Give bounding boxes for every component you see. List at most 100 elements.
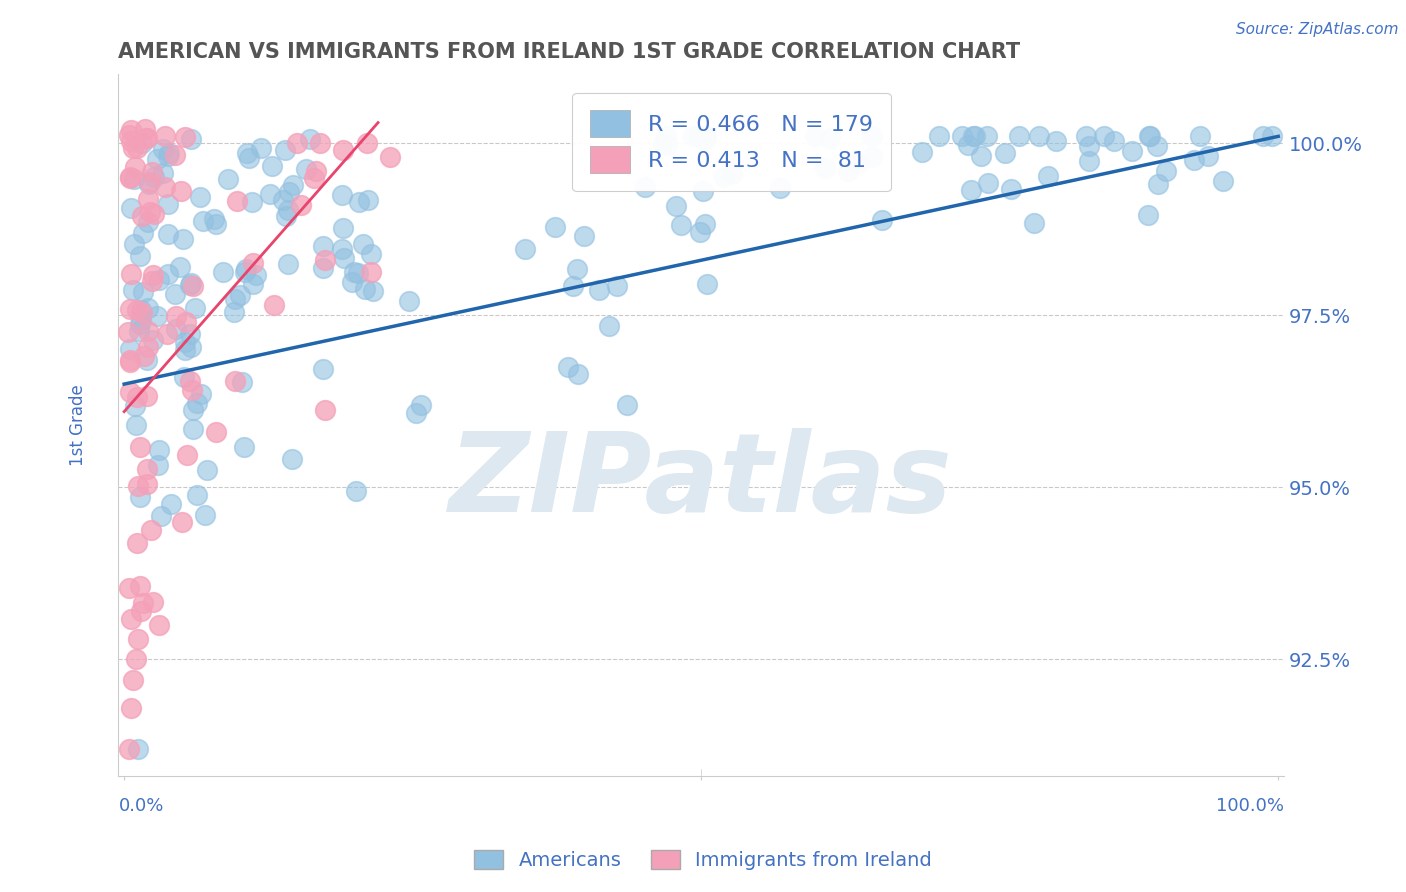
Point — [274, 143, 297, 157]
Point — [1000, 182, 1022, 196]
Point — [138, 204, 160, 219]
Point — [170, 184, 193, 198]
Point — [846, 156, 869, 170]
Point — [1251, 129, 1274, 144]
Point — [149, 508, 172, 523]
Point — [180, 340, 202, 354]
Point — [356, 136, 378, 151]
Point — [120, 134, 142, 148]
Point — [141, 274, 163, 288]
Point — [309, 136, 332, 151]
Point — [356, 193, 378, 207]
Point — [226, 194, 249, 208]
Point — [769, 180, 792, 194]
Point — [124, 161, 146, 175]
Point — [176, 448, 198, 462]
Point — [181, 402, 204, 417]
Point — [330, 188, 353, 202]
Point — [128, 579, 150, 593]
Point — [567, 367, 589, 381]
Point — [120, 384, 142, 399]
Point — [131, 604, 153, 618]
Point — [1078, 139, 1101, 153]
Point — [118, 128, 141, 143]
Point — [174, 315, 197, 329]
Point — [124, 399, 146, 413]
Point — [513, 242, 536, 256]
Point — [148, 443, 170, 458]
Point — [156, 267, 179, 281]
Point — [212, 265, 235, 279]
Text: ZIPatlas: ZIPatlas — [450, 428, 953, 535]
Point — [159, 497, 181, 511]
Point — [194, 508, 217, 522]
Point — [1146, 139, 1168, 153]
Point — [165, 322, 187, 336]
Point — [242, 277, 264, 291]
Point — [562, 279, 585, 293]
Point — [156, 196, 179, 211]
Point — [236, 145, 259, 160]
Point — [696, 277, 718, 292]
Point — [1102, 134, 1125, 148]
Point — [120, 122, 142, 136]
Point — [120, 202, 142, 216]
Point — [127, 536, 149, 550]
Point — [157, 149, 180, 163]
Point — [118, 352, 141, 367]
Point — [976, 129, 998, 144]
Point — [180, 276, 202, 290]
Point — [713, 170, 735, 185]
Point — [314, 253, 336, 268]
Point — [118, 170, 141, 185]
Point — [1182, 153, 1205, 168]
Point — [186, 396, 208, 410]
Point — [332, 220, 354, 235]
Point — [153, 129, 176, 144]
Point — [136, 325, 159, 339]
Point — [332, 243, 354, 257]
Point — [127, 632, 149, 646]
Point — [347, 195, 370, 210]
Point — [354, 282, 377, 296]
Point — [305, 164, 328, 178]
Point — [837, 164, 859, 178]
Point — [183, 301, 205, 315]
Point — [651, 136, 673, 150]
Point — [224, 305, 246, 319]
Point — [179, 375, 201, 389]
Point — [281, 451, 304, 466]
Point — [129, 312, 152, 326]
Point — [1078, 153, 1101, 168]
Point — [295, 162, 318, 177]
Point — [235, 262, 257, 277]
Point — [136, 352, 159, 367]
Point — [352, 237, 374, 252]
Point — [277, 202, 299, 217]
Point — [120, 342, 142, 356]
Point — [245, 268, 267, 282]
Point — [138, 340, 160, 354]
Point — [1154, 164, 1177, 178]
Point — [543, 220, 565, 235]
Point — [977, 176, 1000, 190]
Point — [598, 318, 620, 333]
Point — [1212, 173, 1234, 187]
Point — [132, 596, 155, 610]
Point — [271, 193, 294, 207]
Point — [1139, 129, 1161, 144]
Point — [181, 421, 204, 435]
Point — [173, 370, 195, 384]
Point — [285, 136, 308, 151]
Point — [960, 183, 983, 197]
Point — [686, 129, 709, 144]
Point — [135, 462, 157, 476]
Point — [122, 141, 145, 155]
Point — [128, 249, 150, 263]
Point — [911, 145, 934, 159]
Point — [695, 129, 717, 144]
Point — [174, 343, 197, 358]
Point — [312, 361, 335, 376]
Point — [962, 129, 984, 144]
Point — [204, 217, 226, 231]
